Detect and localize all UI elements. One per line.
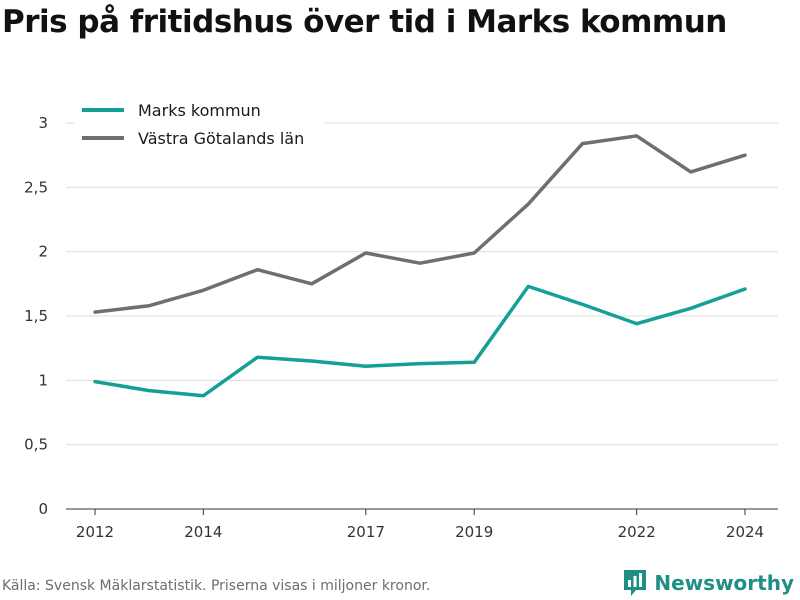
source-note: Källa: Svensk Mäklarstatistik. Priserna … [2,578,431,594]
y-tick-label: 1,5 [24,307,48,325]
brand-name: Newsworthy [654,571,794,595]
x-tick-label: 2014 [184,523,222,541]
x-tick-label: 2022 [618,523,656,541]
legend-label: Marks kommun [138,101,261,120]
legend-label: Västra Götalands län [138,129,304,148]
x-tick-label: 2024 [726,523,764,541]
brand-logo: Newsworthy [622,568,794,598]
x-tick-label: 2012 [76,523,114,541]
y-tick-label: 3 [38,114,48,132]
newsworthy-logo-icon [624,570,647,596]
axes: 0 0,5 1 1,5 2 2,5 3 2012 2014 2017 2019 2022 2024 [24,114,778,541]
series-line [93,284,747,398]
series-lines [93,134,747,398]
y-tick-label: 2,5 [24,178,48,196]
y-tick-label: 1 [38,371,48,389]
y-tick-label: 0 [38,500,48,518]
series-line [93,134,747,314]
x-tick-label: 2017 [347,523,385,541]
y-tick-label: 2 [38,243,48,261]
chart-title: Pris på fritidshus över tid i Marks komm… [2,4,727,40]
gridlines [66,122,778,446]
y-tick-label: 0,5 [24,436,48,454]
legend-background [74,94,324,152]
legend: Marks kommun Västra Götalands län [74,94,324,152]
x-tick-label: 2019 [455,523,493,541]
